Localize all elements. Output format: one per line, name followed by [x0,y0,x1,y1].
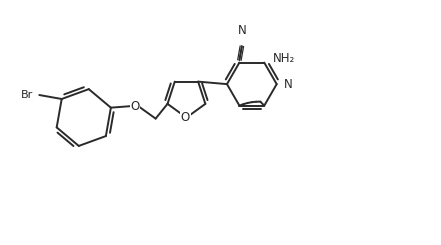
Text: N: N [284,78,292,91]
Text: NH₂: NH₂ [273,52,295,65]
Text: O: O [130,100,139,113]
Text: N: N [238,24,246,37]
Text: O: O [181,111,190,124]
Text: Br: Br [21,90,34,100]
